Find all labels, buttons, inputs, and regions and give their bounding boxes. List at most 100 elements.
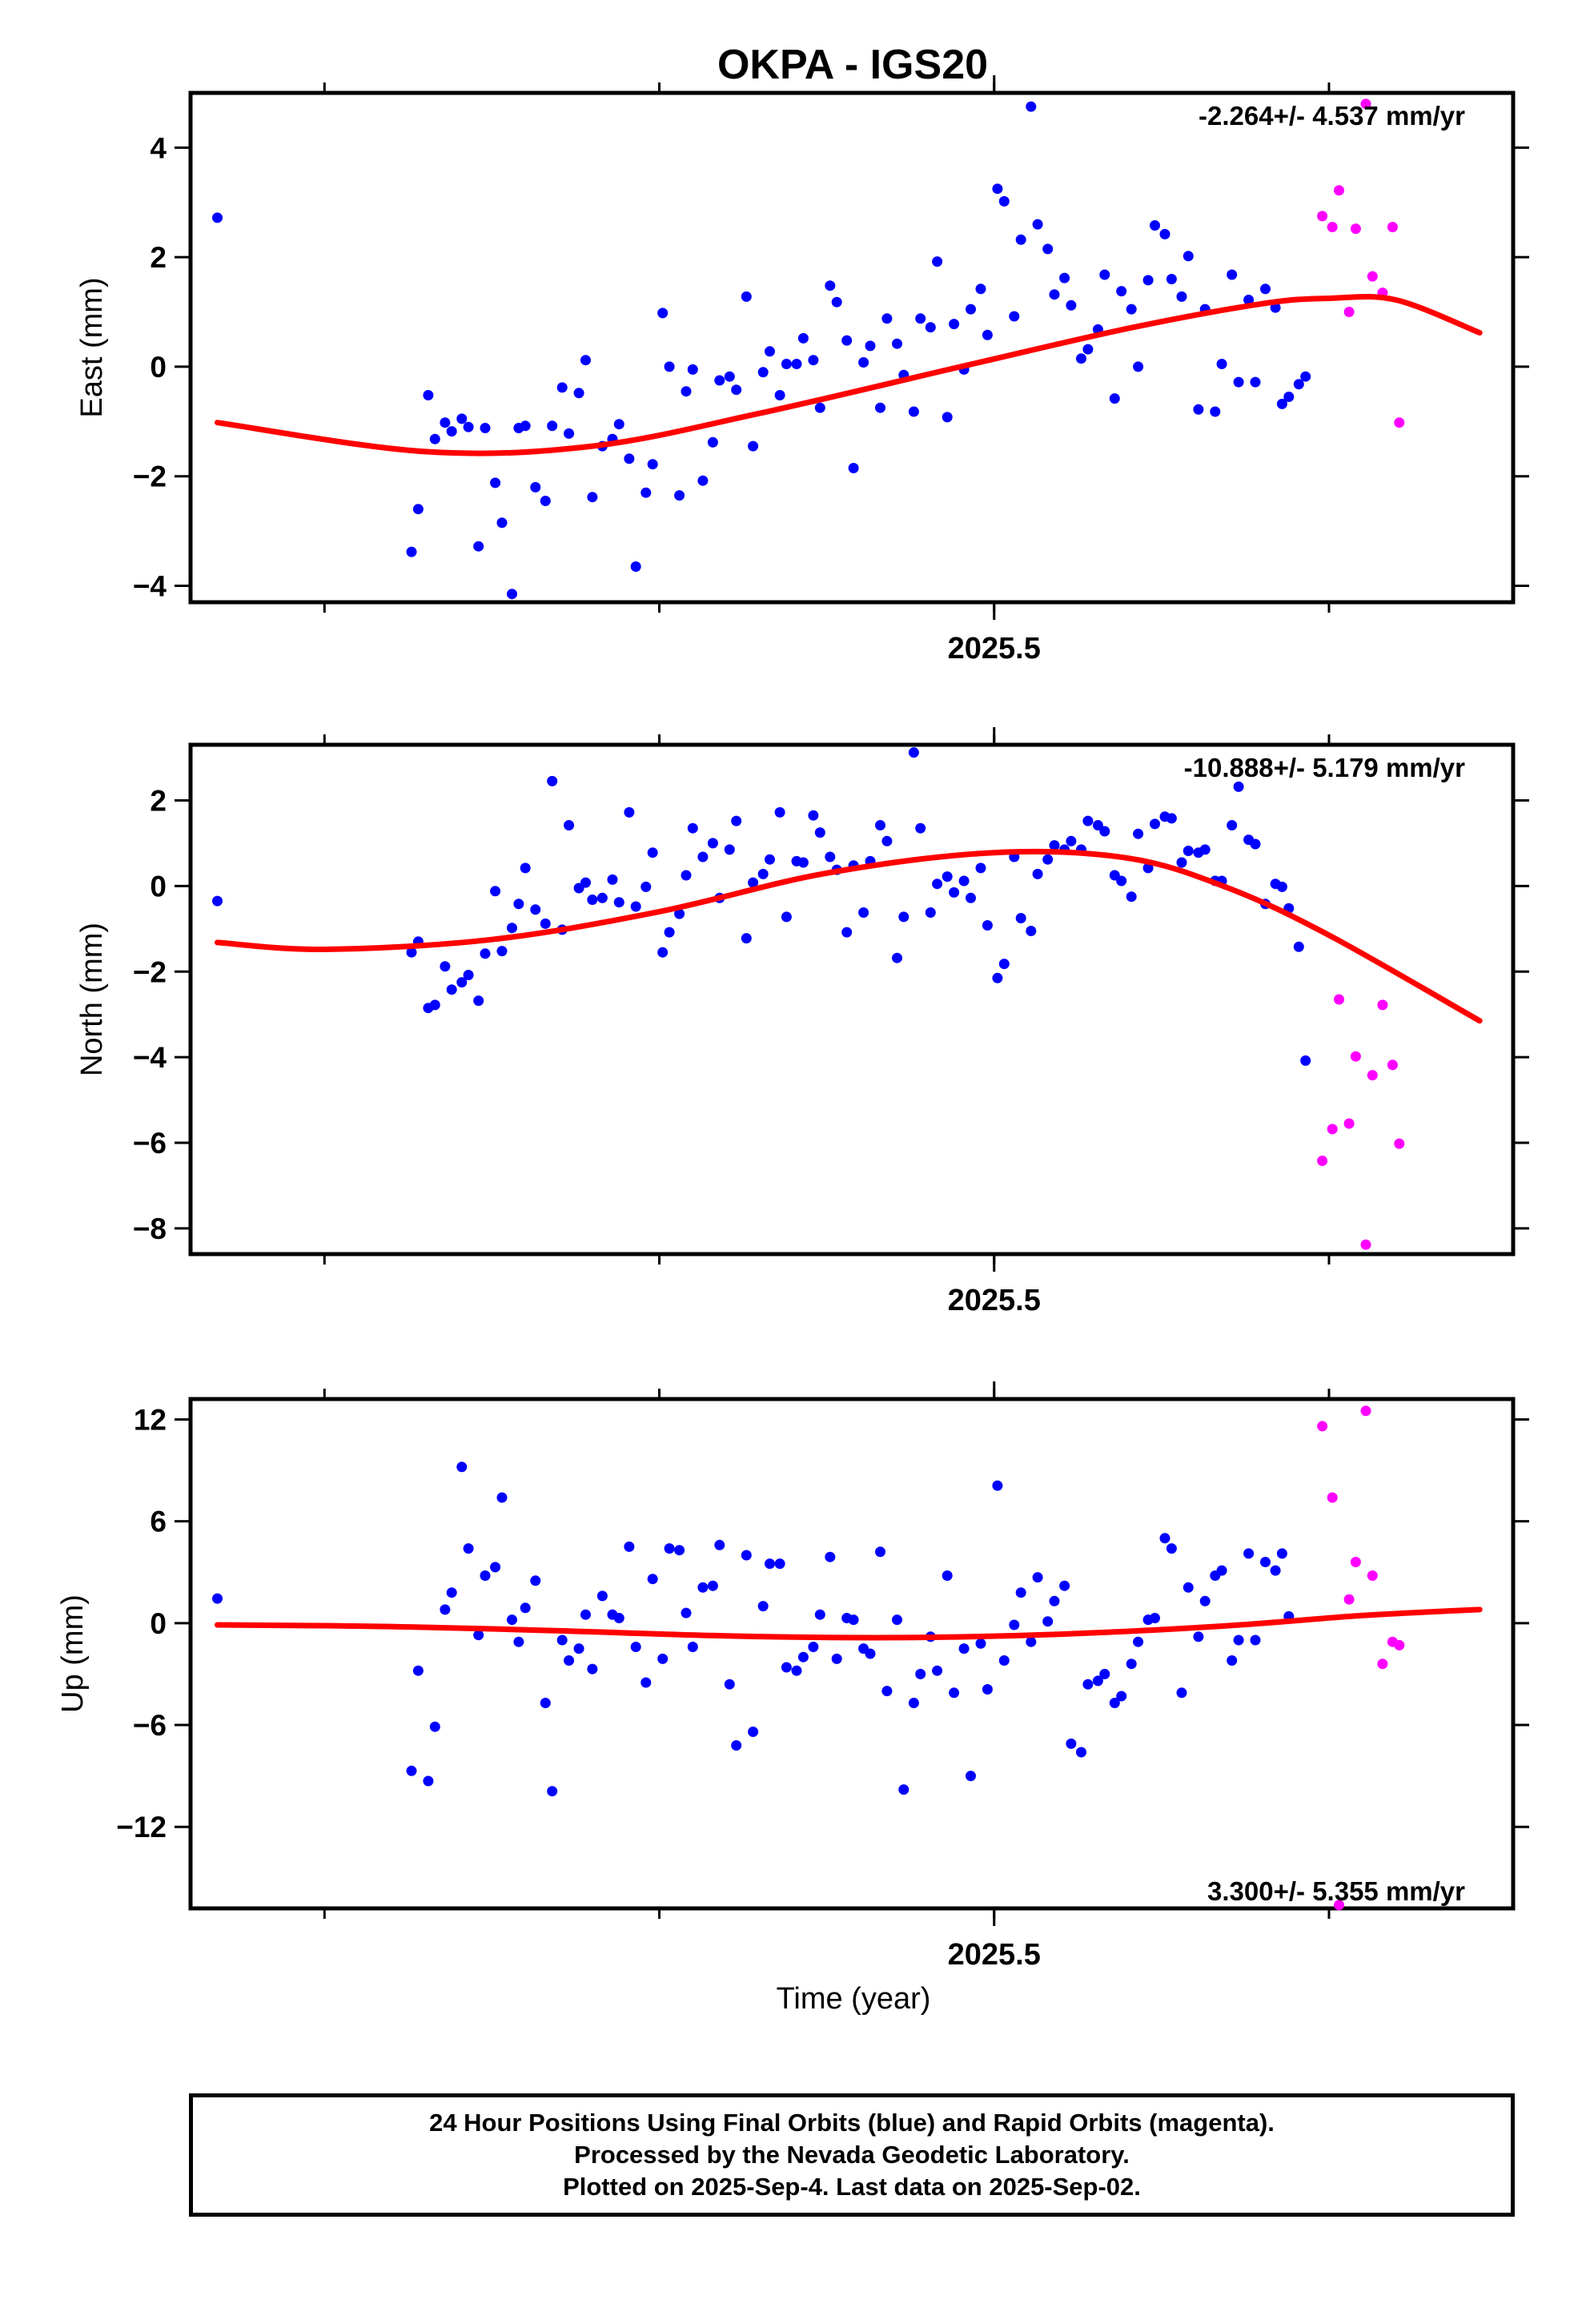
- data-point: [607, 874, 618, 885]
- data-point: [664, 361, 675, 372]
- data-point: [480, 948, 491, 959]
- data-point: [556, 1634, 568, 1646]
- data-point: [1126, 304, 1137, 315]
- data-point: [1343, 1118, 1355, 1129]
- y-tick-label: 0: [150, 1607, 167, 1640]
- data-point: [1300, 371, 1311, 382]
- data-point: [540, 918, 551, 929]
- data-point: [881, 1686, 893, 1697]
- data-point: [992, 1480, 1003, 1491]
- panel-up: 2025.5 −12 −6 0 6 12 Up (mm) 3.300+/- 5.355 mm/…: [56, 1381, 1529, 1972]
- data-point: [1082, 1679, 1094, 1690]
- data-point: [1166, 813, 1177, 824]
- data-point: [613, 897, 624, 908]
- data-point: [998, 195, 1010, 207]
- data-point: [814, 827, 825, 838]
- data-point: [831, 1653, 842, 1664]
- data-point: [520, 420, 531, 432]
- data-point: [1116, 875, 1127, 887]
- data-point: [640, 1677, 652, 1688]
- data-point: [573, 1643, 584, 1655]
- data-point: [1126, 1659, 1137, 1670]
- series-rapid: [1317, 99, 1405, 428]
- data-point: [473, 541, 484, 552]
- data-point: [808, 1642, 819, 1652]
- data-point: [765, 346, 775, 357]
- data-point: [473, 995, 484, 1007]
- data-point: [1327, 222, 1338, 232]
- data-point: [1042, 243, 1054, 255]
- data-point: [908, 747, 919, 758]
- y-tick-label: −8: [133, 1212, 167, 1245]
- data-point: [825, 280, 836, 292]
- data-point: [875, 820, 885, 830]
- data-point: [1276, 398, 1287, 409]
- data-point: [1109, 1698, 1120, 1708]
- data-point: [908, 1698, 919, 1708]
- data-point: [456, 413, 468, 424]
- data-point: [1243, 295, 1255, 305]
- data-point: [480, 423, 491, 433]
- data-point: [1199, 1595, 1211, 1606]
- data-point: [791, 1665, 802, 1676]
- data-point: [1092, 1675, 1103, 1687]
- data-point: [596, 1590, 608, 1602]
- data-point: [473, 1630, 484, 1641]
- data-point: [1150, 818, 1160, 830]
- data-point: [1293, 379, 1304, 390]
- data-point: [1300, 1055, 1311, 1066]
- data-point: [731, 815, 742, 826]
- data-point: [446, 1587, 457, 1598]
- data-point: [825, 851, 836, 862]
- data-point: [1260, 283, 1271, 295]
- data-point: [681, 386, 692, 397]
- data-point: [875, 402, 885, 413]
- data-point: [647, 1574, 658, 1585]
- data-point: [774, 1558, 785, 1570]
- data-point: [1394, 417, 1405, 428]
- data-point: [1250, 1634, 1261, 1646]
- data-point: [1250, 838, 1261, 850]
- data-point: [998, 959, 1010, 970]
- data-point: [440, 417, 451, 428]
- data-point: [664, 927, 675, 938]
- data-point: [547, 775, 558, 786]
- data-point: [440, 961, 451, 972]
- data-point: [490, 477, 501, 489]
- data-point: [406, 947, 417, 958]
- data-point: [1334, 185, 1344, 196]
- data-point: [797, 857, 809, 868]
- data-point: [1066, 835, 1077, 846]
- data-point: [1387, 1059, 1398, 1071]
- data-point: [1193, 1631, 1204, 1642]
- x-tick-label: 2025.5: [948, 1284, 1041, 1317]
- data-point: [1327, 1492, 1338, 1503]
- data-point: [1133, 1636, 1144, 1647]
- data-point: [697, 1582, 709, 1593]
- series-rapid: [1317, 1405, 1405, 1911]
- data-point: [925, 907, 936, 918]
- data-point: [1367, 1570, 1378, 1581]
- data-point: [1076, 353, 1086, 364]
- data-point: [975, 283, 986, 295]
- data-point: [892, 1614, 902, 1626]
- y-tick-label: 6: [150, 1506, 167, 1538]
- data-point: [1350, 1051, 1361, 1062]
- data-point: [587, 492, 598, 503]
- series-final: [212, 101, 1311, 600]
- data-point: [640, 487, 652, 498]
- y-tick-label: 0: [150, 870, 167, 903]
- data-point: [1049, 1595, 1060, 1606]
- data-point: [1227, 269, 1238, 280]
- data-point: [463, 1543, 474, 1554]
- series-final: [212, 1462, 1295, 1797]
- data-point: [540, 496, 551, 506]
- data-point: [774, 806, 785, 818]
- data-point: [1082, 344, 1094, 355]
- caption-line: Processed by the Nevada Geodetic Laborat…: [574, 2141, 1130, 2169]
- data-point: [1360, 99, 1371, 110]
- data-point: [1116, 1691, 1127, 1702]
- data-point: [1026, 101, 1037, 112]
- data-point: [1042, 1616, 1054, 1627]
- data-point: [949, 1687, 960, 1699]
